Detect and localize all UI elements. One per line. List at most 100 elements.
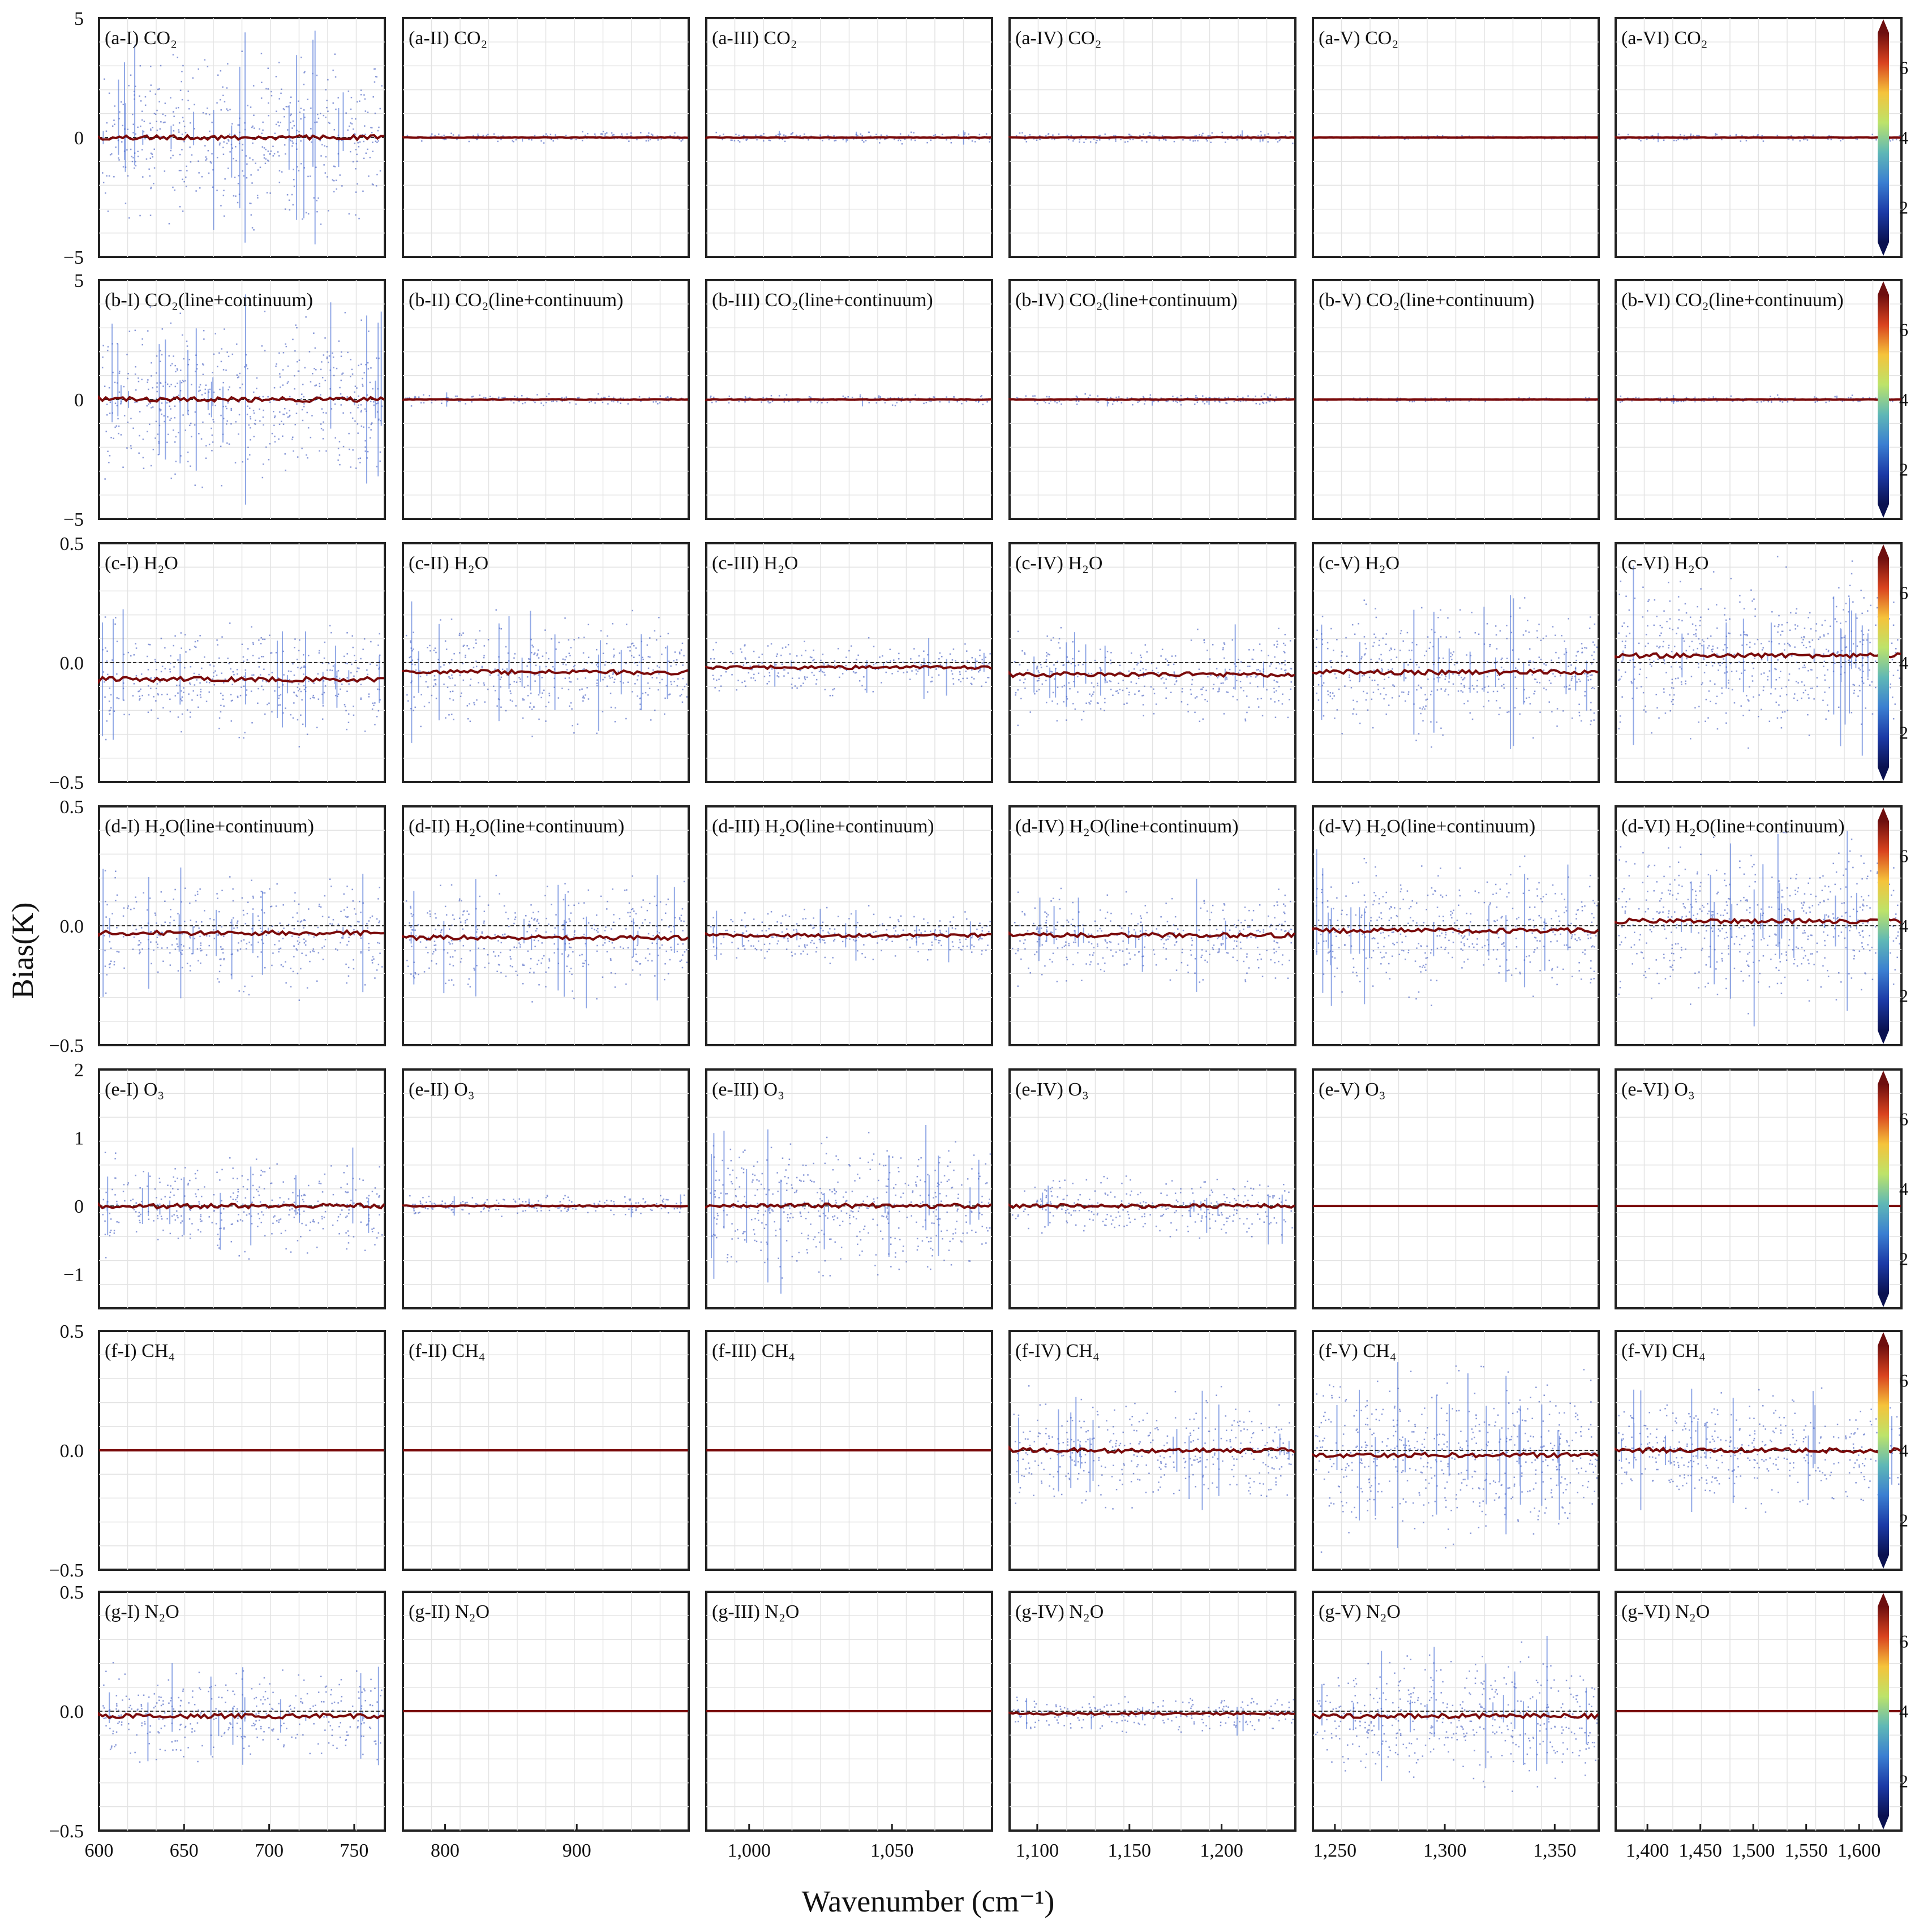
panel-label: (d-VI) H₂O(line+continuum) xyxy=(1621,816,1845,837)
bias-line xyxy=(1312,926,1599,934)
panel-label: (f-V) CH₄ xyxy=(1319,1341,1396,1361)
bias-line xyxy=(705,136,992,139)
bias-line xyxy=(402,1204,689,1208)
panel-e-I: (e-I) O₃ xyxy=(98,1068,386,1309)
bias-line xyxy=(1008,398,1295,401)
bias-line xyxy=(1008,1711,1295,1716)
panel-label: (c-II) H₂O xyxy=(409,553,488,574)
bias-line xyxy=(98,929,385,938)
panel-d-V: (d-V) H₂O(line+continuum) xyxy=(1312,805,1600,1046)
panel-f-IV: (f-IV) CH₄ xyxy=(1008,1330,1296,1571)
colorbar-gradient xyxy=(1878,821,1889,1030)
colorbar-gradient xyxy=(1878,1084,1889,1294)
colorbar-tick-label: 2 xyxy=(1899,459,1908,479)
panel-label: (f-III) CH₄ xyxy=(712,1341,795,1361)
x-tick-label: 900 xyxy=(563,1840,591,1861)
bias-line xyxy=(1008,1445,1296,1454)
colorbar-extend-bottom xyxy=(1878,504,1889,518)
panel-label: (a-IV) CO₂ xyxy=(1015,28,1102,49)
panel-label: (a-V) CO₂ xyxy=(1319,28,1398,49)
panel-b-III: (b-III) CO₂(line+continuum) xyxy=(705,279,993,520)
scatter-points xyxy=(1315,1365,1598,1553)
panel-grid: 5 0 −5 (a-I) CO₂ (a-II) CO₂ (a-III) CO₂ (a-IV)… xyxy=(49,8,1908,1861)
panel-label: (g-V) N₂O xyxy=(1319,1601,1401,1622)
bias-line xyxy=(402,136,689,139)
panel-a-II: (a-II) CO₂ xyxy=(402,17,690,258)
y-tick-label: 0.5 xyxy=(60,534,84,555)
colorbar-extend-top xyxy=(1878,281,1889,295)
bias-line xyxy=(705,931,992,939)
panel-c-II: (c-II) H₂O xyxy=(402,542,690,783)
x-tick-label: 1,350 xyxy=(1533,1840,1577,1861)
panel-label: (c-III) H₂O xyxy=(712,553,798,574)
y-tick-label: 0.0 xyxy=(60,1441,84,1462)
panel-a-I: (a-I) CO₂ xyxy=(98,17,386,258)
panel-label: (d-III) H₂O(line+continuum) xyxy=(712,816,934,837)
panel-d-III: (d-III) H₂O(line+continuum) xyxy=(705,805,993,1046)
panel-c-I: (c-I) H₂O xyxy=(98,542,386,783)
scatter-points xyxy=(405,874,688,1003)
panel-b-I: (b-I) CO₂(line+continuum) xyxy=(98,279,386,520)
bias-line xyxy=(1312,1451,1599,1459)
x-tick-label: 1,150 xyxy=(1108,1840,1152,1861)
colorbar-extend-top xyxy=(1878,1593,1889,1607)
y-tick-label: −5 xyxy=(63,509,84,530)
panel-c-III: (c-III) H₂O xyxy=(705,542,993,783)
panel-label: (d-IV) H₂O(line+continuum) xyxy=(1015,816,1239,837)
colorbar-tick-label: 6 xyxy=(1899,320,1908,340)
bias-line xyxy=(1008,670,1295,678)
x-tick-label: 1,450 xyxy=(1678,1840,1722,1861)
panel-e-III: (e-III) O₃ xyxy=(705,1068,993,1309)
panel-a-III: (a-III) CO₂ xyxy=(705,17,993,258)
panel-label: (b-I) CO₂(line+continuum) xyxy=(105,290,313,311)
colorbar-tick-label: 2 xyxy=(1899,985,1908,1006)
bias-line xyxy=(98,134,385,142)
panel-d-VI: (d-VI) H₂O(line+continuum) xyxy=(1615,805,1903,1046)
panel-f-V: (f-V) CH₄ xyxy=(1312,1330,1600,1571)
panel-label: (g-VI) N₂O xyxy=(1621,1601,1710,1622)
panel-label: (c-I) H₂O xyxy=(105,553,178,574)
x-tick-label: 650 xyxy=(170,1840,199,1861)
colorbar-tick-label: 6 xyxy=(1899,583,1908,603)
x-axis-label: Wavenumber (cm⁻¹) xyxy=(802,1884,1055,1918)
panel-g-III: (g-III) N₂O xyxy=(705,1591,993,1832)
x-tick-label: 1,550 xyxy=(1784,1840,1828,1861)
colorbar-tick-label: 4 xyxy=(1899,652,1908,673)
colorbar-extend-top xyxy=(1878,19,1889,33)
panel-e-II: (e-II) O₃ xyxy=(402,1068,690,1309)
colorbar-extend-bottom xyxy=(1878,1555,1889,1569)
x-tick-label: 1,300 xyxy=(1423,1840,1467,1861)
panel-g-I: (g-I) N₂O xyxy=(98,1591,386,1832)
y-tick-label: 5 xyxy=(74,8,84,29)
colorbar-extend-bottom xyxy=(1878,1030,1889,1044)
panel-label: (e-IV) O₃ xyxy=(1015,1079,1089,1100)
colorbar-tick-label: 2 xyxy=(1899,1248,1908,1269)
x-tick-label: 750 xyxy=(340,1840,368,1861)
colorbar-tick-label: 6 xyxy=(1899,1109,1908,1129)
bias-line xyxy=(98,1202,385,1210)
colorbar-tick-label: 4 xyxy=(1899,916,1908,936)
bias-line xyxy=(1008,136,1295,139)
scatter-spikes xyxy=(410,875,675,1008)
panel-f-II: (f-II) CH₄ xyxy=(402,1330,690,1571)
panel-g-II: (g-II) N₂O xyxy=(402,1591,690,1832)
bias-line xyxy=(1312,1712,1599,1720)
colorbar-tick-label: 2 xyxy=(1899,722,1908,742)
scatter-points xyxy=(1618,1387,1900,1513)
colorbar-extend-top xyxy=(1878,807,1889,821)
bias-line xyxy=(1615,652,1901,659)
panel-label: (f-VI) CH₄ xyxy=(1621,1341,1706,1361)
x-tick-label: 800 xyxy=(431,1840,460,1861)
colorbar-gradient xyxy=(1878,1346,1889,1555)
panel-label: (d-I) H₂O(line+continuum) xyxy=(105,816,314,837)
y-tick-label: 1 xyxy=(74,1128,84,1149)
y-tick-label: −1 xyxy=(63,1265,84,1286)
y-tick-label: −0.5 xyxy=(49,1821,84,1842)
colorbar-tick-label: 6 xyxy=(1899,58,1908,78)
panel-label: (a-I) CO₂ xyxy=(105,28,177,49)
panel-label: (a-III) CO₂ xyxy=(712,28,797,49)
y-tick-label: −5 xyxy=(63,247,84,268)
colorbar-tick-label: 4 xyxy=(1899,1701,1908,1721)
colorbar-tick-label: 6 xyxy=(1899,1371,1908,1391)
